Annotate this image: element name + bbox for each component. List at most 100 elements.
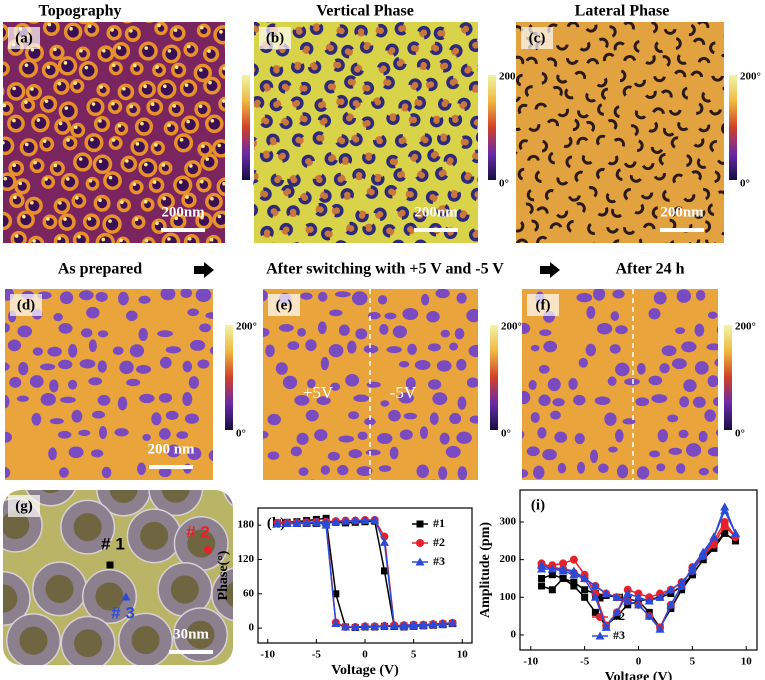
texture: [18, 181, 23, 186]
texture: [450, 5, 464, 19]
label-box: [8, 495, 40, 517]
texture: [365, 449, 381, 456]
texture: [589, 449, 599, 464]
texture: [328, 343, 344, 358]
texture: [144, 238, 149, 243]
texture: [122, 87, 126, 91]
texture: [704, 253, 714, 263]
image-panel: [3, 490, 233, 665]
texture: [129, 29, 133, 33]
texture: [49, 44, 65, 60]
texture: [642, 222, 656, 236]
data-point: [341, 622, 351, 631]
texture: [205, 312, 213, 319]
texture: [120, 155, 138, 173]
texture: [48, 254, 52, 258]
texture: [154, 276, 163, 287]
texture: [205, 157, 210, 161]
texture: [31, 272, 43, 281]
texture: [102, 48, 106, 53]
data-point: [581, 586, 589, 594]
texture: [29, 158, 45, 174]
texture: [418, 133, 433, 147]
texture: [217, 214, 222, 219]
texture: [321, 226, 335, 241]
texture: [438, 466, 448, 480]
texture: [57, 81, 62, 86]
colorbar: [225, 325, 233, 430]
texture: [28, 22, 40, 24]
texture: [3, 490, 12, 504]
texture: [231, 235, 246, 250]
x-tick-label: 5: [690, 656, 696, 668]
texture: [548, 151, 562, 165]
texture: [108, 136, 123, 151]
data-point: [612, 592, 622, 601]
data-point: [341, 516, 351, 525]
texture: [424, 77, 438, 92]
texture: [197, 359, 210, 369]
texture: [70, 122, 86, 138]
texture: [362, 221, 376, 236]
texture: [46, 217, 50, 221]
series-line: [277, 519, 453, 628]
panel-label: (c): [529, 30, 546, 46]
texture: [24, 196, 43, 215]
texture: [53, 197, 71, 215]
texture: [706, 343, 718, 351]
texture: [173, 175, 193, 195]
texture: [157, 79, 177, 99]
texture: [604, 412, 617, 426]
texture: [648, 308, 661, 320]
texture: [112, 252, 116, 256]
texture: [133, 63, 137, 68]
texture: [708, 272, 718, 285]
texture: [118, 291, 129, 306]
texture: [205, 234, 222, 243]
texture: [305, 409, 319, 422]
texture: [708, 102, 722, 116]
texture: [122, 22, 132, 24]
texture: [189, 339, 206, 351]
texture: [305, 339, 317, 352]
image-panel: [0, 2, 246, 258]
texture: [331, 58, 345, 72]
texture: [440, 329, 451, 338]
texture: [413, 239, 428, 243]
texture: [632, 74, 646, 88]
texture: [138, 327, 148, 342]
texture: [718, 296, 729, 304]
texture: [111, 138, 116, 142]
texture: [609, 344, 621, 354]
texture: [429, 41, 443, 56]
texture: [199, 25, 204, 30]
texture: [362, 150, 376, 165]
texture: [502, 447, 516, 455]
texture: [714, 358, 718, 367]
texture: [269, 97, 284, 112]
texture: [381, 75, 395, 90]
texture: [334, 291, 351, 298]
texture: [259, 148, 274, 163]
texture: [731, 238, 741, 248]
texture: [566, 220, 580, 234]
data-point: [292, 518, 302, 527]
texture: [18, 58, 39, 78]
texture: [0, 4, 3, 17]
texture: [73, 81, 77, 85]
texture: [204, 2, 218, 16]
texture: [33, 160, 37, 165]
texture: [726, 38, 740, 52]
texture: [143, 84, 147, 89]
texture: [338, 153, 353, 167]
texture: [587, 221, 601, 235]
texture: [275, 362, 288, 375]
data-point: [409, 620, 419, 629]
texture: [210, 481, 221, 492]
x-tick-label: -10: [260, 649, 275, 661]
texture: [426, 311, 440, 323]
data-point: [548, 571, 556, 579]
texture: [165, 410, 179, 421]
panel-label: (e): [276, 297, 293, 313]
texture: [348, 449, 363, 459]
